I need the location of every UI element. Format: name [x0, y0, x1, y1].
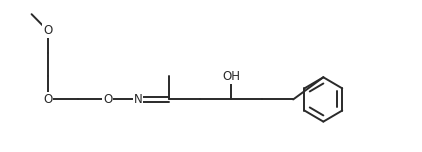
Text: OH: OH	[222, 70, 240, 83]
Text: O: O	[43, 24, 52, 37]
Text: N: N	[134, 93, 143, 106]
Text: O: O	[103, 93, 113, 106]
Text: O: O	[43, 93, 52, 106]
